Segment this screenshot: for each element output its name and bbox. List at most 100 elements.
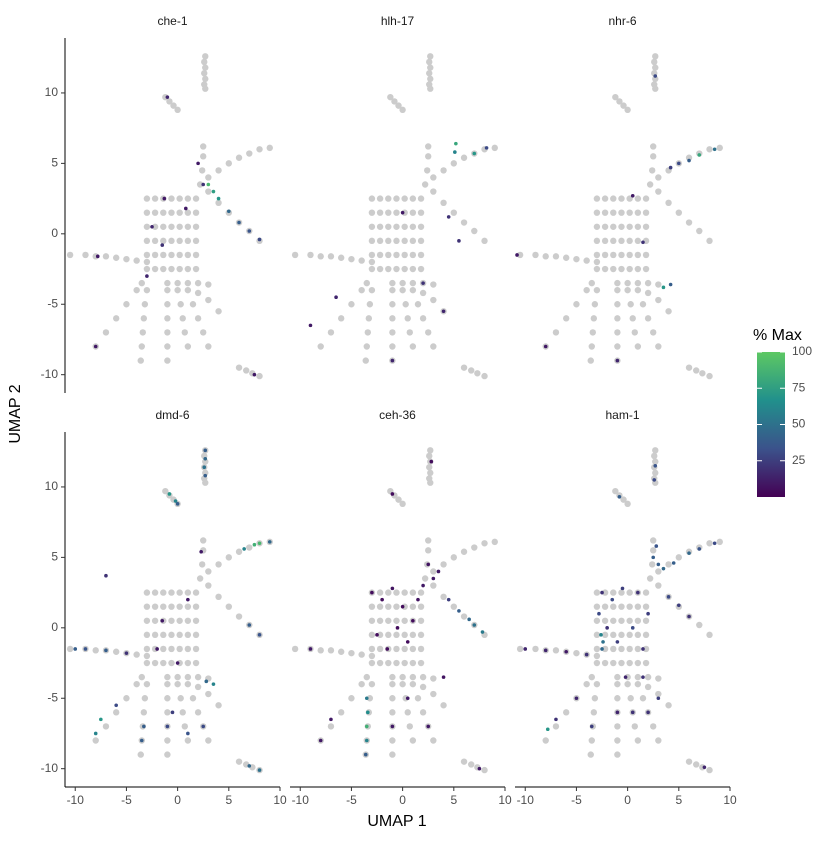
cell [99, 717, 103, 722]
background-cell [174, 673, 181, 681]
background-cell [427, 85, 434, 92]
background-cell [151, 659, 159, 667]
background-cell [642, 589, 650, 596]
background-cell [176, 645, 183, 653]
x-tick-label: 5 [450, 793, 457, 807]
background-cell [151, 251, 159, 259]
background-cell [460, 613, 468, 620]
background-cell [593, 223, 601, 230]
background-cell [610, 589, 617, 596]
background-cell [650, 153, 657, 160]
background-cell [160, 645, 167, 653]
background-cell [610, 617, 617, 624]
background-cell [634, 645, 642, 653]
y-tick-label: -5 [47, 690, 58, 704]
background-cell [200, 329, 207, 336]
background-cell [143, 195, 151, 202]
background-cell [376, 195, 384, 202]
cell [170, 710, 175, 715]
background-cell [348, 649, 355, 657]
background-cell [642, 195, 650, 202]
background-cell [583, 680, 590, 688]
background-cell [368, 258, 376, 266]
background-cell [200, 143, 207, 150]
background-cell [368, 237, 376, 245]
background-cell [393, 251, 400, 259]
background-cell [184, 680, 192, 688]
background-cell [601, 251, 609, 259]
cell [211, 189, 216, 194]
background-cell [601, 237, 609, 245]
background-cell [348, 301, 355, 308]
background-cell [389, 737, 396, 744]
background-cell [573, 255, 580, 263]
background-cell [256, 146, 263, 153]
background-cell [409, 223, 417, 230]
background-cell [542, 253, 549, 260]
background-cell [164, 315, 171, 322]
background-cell [143, 286, 151, 294]
cell [677, 603, 681, 608]
background-cell [614, 343, 621, 350]
y-tick-label: 5 [51, 156, 58, 170]
background-cell [205, 174, 212, 181]
cell [363, 752, 368, 757]
background-cell [194, 279, 202, 287]
background-cell [385, 631, 392, 639]
background-cell [624, 286, 631, 294]
background-cell [176, 617, 183, 624]
background-cell [430, 174, 437, 181]
background-cell [196, 181, 204, 188]
background-cell [696, 621, 703, 629]
x-tick-label: -5 [346, 793, 357, 807]
background-cell [168, 645, 175, 653]
y-tick-label: 10 [45, 85, 59, 99]
cell [467, 617, 471, 622]
background-cell [368, 251, 376, 259]
background-cell [140, 709, 148, 716]
background-cell [151, 589, 159, 596]
background-cell [552, 329, 560, 336]
background-cell [665, 702, 672, 709]
background-cell [393, 659, 400, 667]
background-cell [610, 603, 617, 610]
background-cell [393, 631, 400, 639]
background-cell [587, 751, 594, 758]
background-cell [626, 265, 633, 273]
background-cell [177, 301, 184, 308]
background-cell [151, 603, 159, 610]
background-cell [192, 223, 200, 230]
cell [617, 495, 622, 499]
background-cell [652, 75, 659, 83]
background-cell [385, 589, 392, 596]
background-cell [143, 223, 151, 230]
cell [385, 647, 390, 651]
y-tick-label: -10 [41, 367, 59, 381]
background-cell [427, 64, 434, 71]
background-cell [440, 702, 447, 709]
background-cell [376, 603, 384, 610]
cell [93, 731, 98, 736]
background-cell [646, 181, 654, 188]
facet-title: dmd-6 [155, 408, 189, 422]
background-cell [194, 709, 202, 716]
background-cell [143, 617, 151, 624]
cell [257, 768, 262, 772]
background-cell [184, 195, 192, 202]
background-cell [409, 251, 417, 259]
background-cell [417, 631, 425, 639]
cell [267, 540, 272, 544]
background-cell [327, 253, 335, 260]
background-cell [143, 659, 151, 667]
background-cell [642, 223, 650, 230]
background-cell [376, 209, 384, 216]
background-cell [588, 343, 595, 350]
background-cell [655, 188, 662, 195]
background-cell [138, 279, 145, 287]
background-cell [440, 561, 447, 568]
background-cell [151, 265, 159, 273]
background-cell [593, 617, 601, 624]
background-cell [176, 589, 183, 596]
background-cell [614, 301, 621, 308]
background-cell [610, 209, 617, 216]
